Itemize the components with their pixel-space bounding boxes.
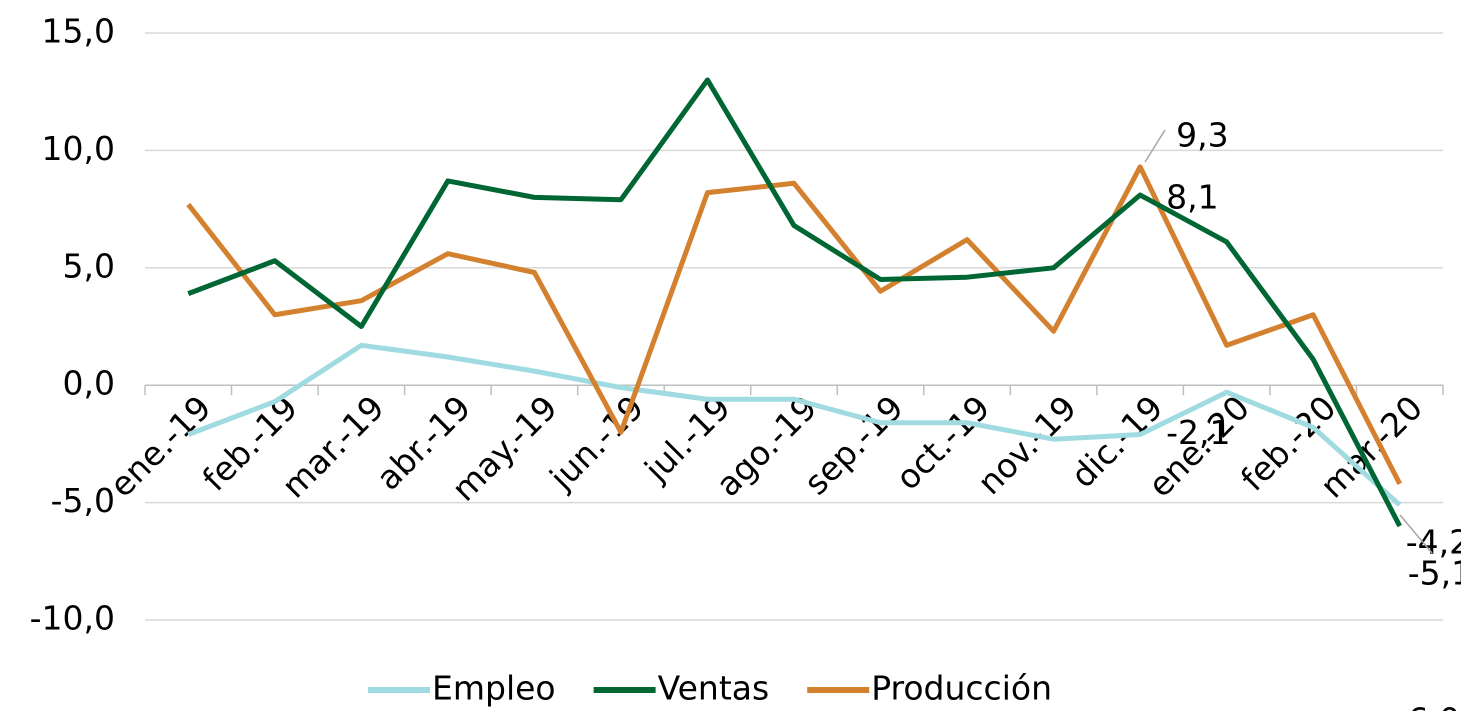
y-tick-label: 0,0 [63,364,115,403]
leader-line [1399,514,1433,554]
data-label: -2,1 [1166,413,1230,452]
series-line [186,164,1402,485]
data-label: 8,1 [1166,178,1218,217]
data-label: -4,2 [1406,522,1461,561]
x-tick-label: ene.-19 [102,388,219,505]
legend-label: Ventas [658,669,770,708]
y-tick-label: 5,0 [63,246,115,285]
y-tick-label: 10,0 [42,129,115,168]
y-tick-label: -5,0 [51,481,115,520]
data-label: 9,3 [1176,115,1228,154]
legend-label: Producción [871,669,1052,708]
series-line [187,342,1402,507]
y-tick-label: -10,0 [30,599,115,638]
x-tick-label: jun.-19 [541,388,651,498]
legend-label: Empleo [432,669,556,708]
data-label: -5,1 [1408,553,1461,592]
y-tick-label: 15,0 [42,12,115,51]
data-label: -6,0 [1396,701,1460,711]
series-line [187,77,1402,528]
leader-line [1144,129,1166,163]
